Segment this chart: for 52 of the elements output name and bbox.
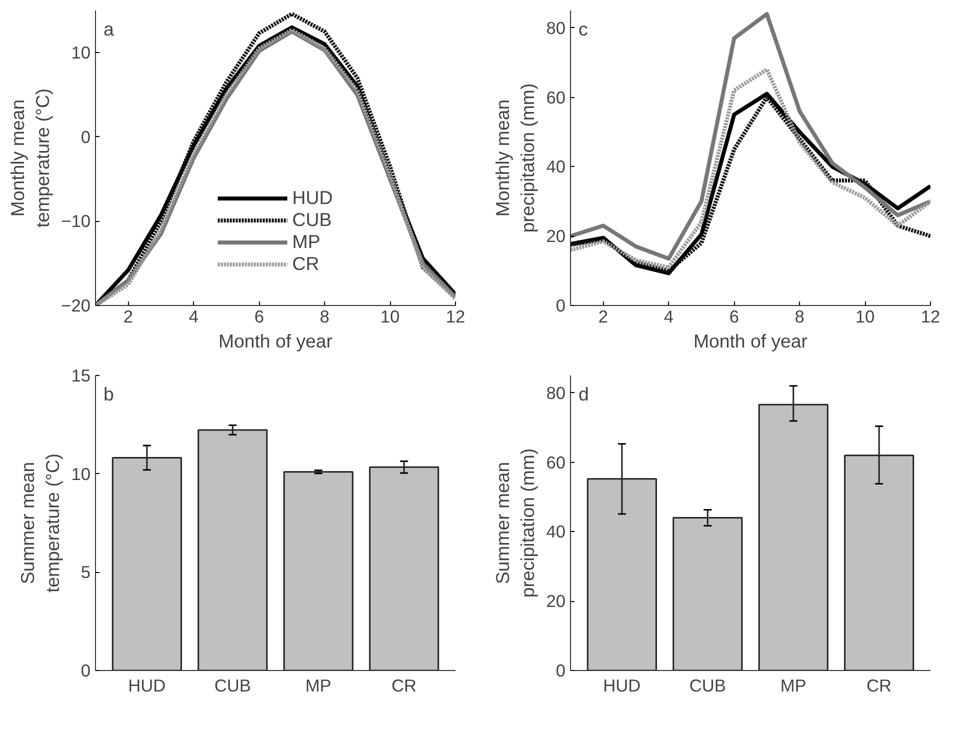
y-tick-label: 20 [546, 226, 566, 246]
y-tick-label: 40 [546, 156, 566, 177]
y-tick-label: 0 [556, 296, 566, 316]
y-tick-label: 40 [546, 522, 566, 542]
x-tick-label: 6 [729, 306, 739, 326]
y-tick-label: 0 [556, 660, 566, 680]
y-tick-label: 80 [546, 18, 566, 38]
y-tick-label: 15 [71, 366, 91, 386]
legend-label: MP [292, 231, 320, 253]
x-tick-label: 2 [123, 306, 134, 326]
y-axis-title: Summer mean temperature (°C) [17, 453, 64, 593]
legend-label: HUD [292, 187, 333, 209]
annotation: c [578, 18, 588, 40]
x-tick-label: 4 [188, 306, 199, 326]
x-tick-label: MP [305, 676, 332, 696]
x-tick-label: 6 [254, 306, 264, 326]
x-tick-label: HUD [603, 676, 641, 696]
x-tick-label: 10 [855, 306, 875, 326]
annotation: d [578, 384, 589, 404]
x-tick-label: CR [392, 676, 417, 696]
legend-label: CUB [292, 209, 332, 231]
y-tick-label: 60 [546, 452, 566, 472]
x-tick-label: MP [780, 676, 806, 696]
y-tick-label: 10 [71, 464, 91, 484]
y-tick-label: 20 [546, 591, 566, 612]
y-tick-label: 60 [546, 87, 566, 108]
x-tick-label: 8 [320, 306, 330, 326]
annotation: b [104, 384, 114, 404]
y-tick-label: −10 [61, 211, 91, 232]
annotation: a [104, 18, 114, 40]
x-tick-label: 12 [446, 306, 466, 326]
x-tick-label: 2 [598, 306, 608, 326]
x-tick-label: CUB [214, 676, 251, 696]
x-tick-label: 8 [794, 306, 804, 326]
y-tick-label: −20 [61, 296, 91, 316]
x-tick-label: 4 [664, 306, 674, 326]
y-axis-title: Monthly mean temperature (°C) [6, 88, 54, 228]
x-tick-label: CR [866, 676, 892, 696]
x-tick-label: 12 [920, 306, 940, 326]
y-axis-title: Monthly mean precipitation (mm) [492, 83, 538, 233]
x-tick-label: HUD [128, 676, 166, 696]
legend-label: CR [292, 253, 320, 275]
y-tick-label: 5 [80, 562, 91, 582]
x-tick-label: CUB [689, 676, 726, 696]
y-tick-label: 0 [80, 660, 91, 680]
y-tick-label: 10 [71, 42, 91, 63]
x-axis-title: Month of year [218, 330, 333, 352]
x-tick-label: 10 [380, 306, 400, 326]
x-axis-title: Month of year [693, 330, 808, 352]
y-axis-title: Summer mean precipitation (mm) [492, 448, 538, 598]
y-tick-label: 80 [546, 382, 566, 403]
y-tick-label: 0 [80, 126, 91, 147]
